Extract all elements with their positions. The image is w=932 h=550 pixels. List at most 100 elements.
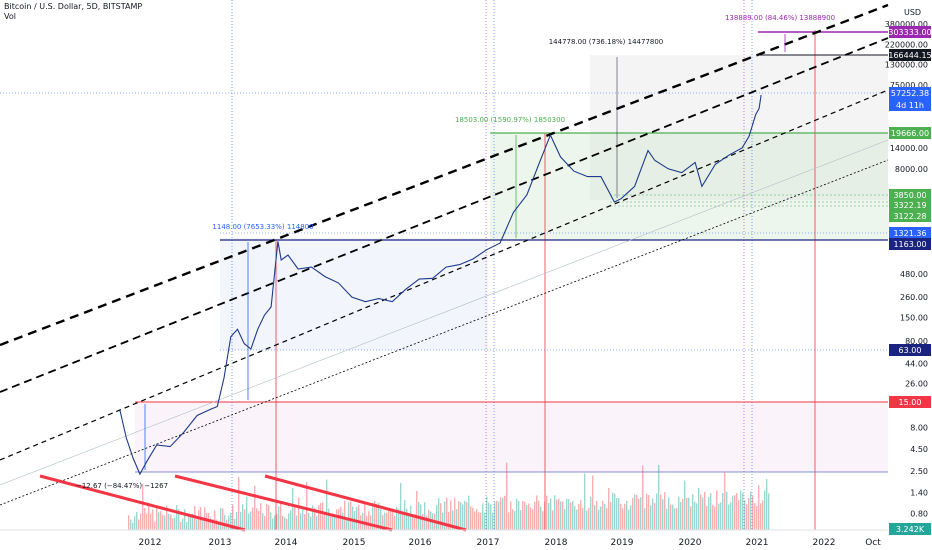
measure-arrows xyxy=(144,34,786,470)
volume-bar xyxy=(272,518,274,530)
volume-bar xyxy=(246,497,248,530)
volume-bar xyxy=(716,490,718,530)
volume-bar xyxy=(760,503,762,530)
volume-bar xyxy=(380,509,382,530)
volume-bar xyxy=(568,499,570,530)
volume-bar xyxy=(322,502,324,530)
volume-bar xyxy=(700,494,702,530)
y-tick-label: 8000.00 xyxy=(895,165,928,174)
volume-bar xyxy=(580,500,582,530)
volume-bar xyxy=(672,504,674,530)
volume-bar xyxy=(142,483,144,530)
volume-bar xyxy=(750,491,752,530)
volume-bar xyxy=(266,503,268,530)
volume-bar xyxy=(456,509,458,530)
volume-bar xyxy=(554,495,556,530)
volume-bar xyxy=(638,498,640,530)
volume-bar xyxy=(212,519,214,530)
volume-bar xyxy=(436,505,438,530)
volume-bar xyxy=(388,508,390,530)
x-tick-label: 2015 xyxy=(343,538,366,548)
volume-bar xyxy=(484,512,486,530)
volume-bar xyxy=(274,515,276,530)
volume-bar xyxy=(748,497,750,530)
volume-bar xyxy=(676,508,678,530)
y-tick-label: 75000.00 xyxy=(890,81,928,90)
volume-bar xyxy=(574,506,576,530)
y-tick-label: 380000.00 xyxy=(885,20,928,29)
volume-bar xyxy=(622,508,624,530)
volume-bar xyxy=(744,500,746,530)
volume-bar xyxy=(198,510,200,530)
volume-bar xyxy=(196,519,198,530)
volume-bar xyxy=(168,514,170,530)
price-badge-text: 1163.00 xyxy=(893,240,926,249)
price-badge-bg xyxy=(889,238,931,250)
volume-bar xyxy=(378,502,380,530)
volume-bar xyxy=(620,503,622,530)
volume-bar xyxy=(566,498,568,530)
price-axis[interactable]: 380000.00 220000.00 130000.00 75000.00 14000… xyxy=(885,20,928,519)
measure-box-pink xyxy=(135,402,888,472)
volume-bar xyxy=(646,493,648,530)
volume-bar xyxy=(658,464,660,530)
volume-bar xyxy=(256,508,258,530)
volume-bar xyxy=(210,517,212,530)
volume-bar xyxy=(234,518,236,530)
volume-bar xyxy=(294,504,296,530)
volume-bar xyxy=(498,501,500,530)
price-badge-bg xyxy=(889,99,931,111)
volume-bar xyxy=(374,501,376,530)
y-tick-label: 26.00 xyxy=(905,379,928,388)
volume-bar xyxy=(260,503,262,530)
volume-bar xyxy=(584,473,586,530)
volume-bar xyxy=(372,502,374,530)
volume-bar xyxy=(706,506,708,530)
volume-bar xyxy=(600,506,602,530)
volume-bar xyxy=(644,508,646,530)
volume-bar xyxy=(736,493,738,530)
price-badge-text: 57252.38 xyxy=(891,89,929,98)
volume-bar xyxy=(582,508,584,530)
volume-bar xyxy=(258,510,260,530)
price-badge-text: 3.242K xyxy=(896,525,925,534)
price-badge-text: 3122.28 xyxy=(893,212,926,221)
volume-bar xyxy=(300,513,302,530)
volume-bar xyxy=(694,501,696,530)
x-tick-label: 2016 xyxy=(409,538,432,548)
volume-bar xyxy=(160,511,162,530)
volume-bar xyxy=(510,501,512,530)
volume-bar xyxy=(560,501,562,530)
measure-annotation: 138889.00 (84.46%) 13888900 xyxy=(725,14,835,22)
volume-bar xyxy=(398,508,400,530)
volume-bar xyxy=(674,508,676,530)
y-tick-label: 130000.00 xyxy=(885,60,928,69)
volume-bar xyxy=(220,508,222,530)
volume-bar xyxy=(516,498,518,530)
x-tick-label: 2014 xyxy=(275,538,298,548)
volume-bar xyxy=(252,507,254,530)
volume-bar xyxy=(562,501,564,530)
volume-bar xyxy=(558,498,560,530)
volume-bar xyxy=(180,522,182,530)
volume-bar xyxy=(410,505,412,530)
price-series xyxy=(119,95,762,476)
volume-bar xyxy=(238,477,240,530)
volume-bar xyxy=(128,515,130,530)
measure-annotation: 144778.00 (736.18%) 14477800 xyxy=(549,38,664,46)
symbol-title[interactable]: Bitcoin / U.S. Dollar, 5D, BITSTAMP xyxy=(4,2,143,11)
volume-bar xyxy=(290,510,292,530)
volume-bar xyxy=(714,506,716,530)
volume-bar xyxy=(754,503,756,530)
volume-bar xyxy=(250,511,252,530)
volume-bar xyxy=(306,481,308,530)
volume-bar xyxy=(608,487,610,530)
volume-label[interactable]: Vol xyxy=(4,12,16,21)
time-axis[interactable]: 2012 2013 2014 2015 2016 2017 2018 2019 2020 2021… xyxy=(139,538,882,548)
volume-bar xyxy=(532,509,534,530)
volume-bar xyxy=(732,495,734,530)
volume-histogram xyxy=(128,462,770,530)
volume-bar xyxy=(610,501,612,530)
volume-bar xyxy=(170,514,172,530)
